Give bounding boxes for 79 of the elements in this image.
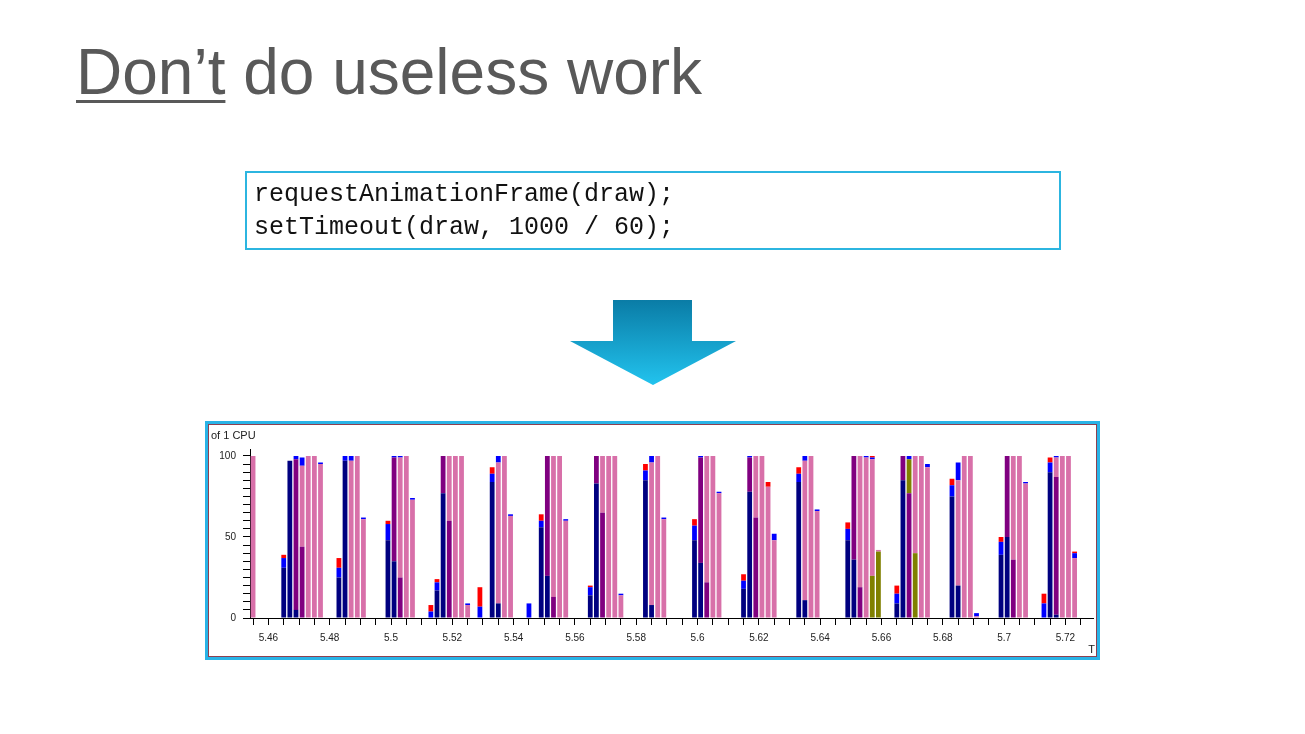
bar xyxy=(544,455,550,576)
bar xyxy=(1004,536,1010,618)
bar xyxy=(587,587,593,596)
bar xyxy=(299,546,305,618)
bar xyxy=(894,593,900,604)
x-tick-label: 5.56 xyxy=(565,631,586,643)
bar xyxy=(741,580,746,589)
bar xyxy=(894,585,900,594)
chart-title: Don’t do useless work xyxy=(76,36,703,108)
bar xyxy=(489,467,495,474)
bar xyxy=(489,473,495,482)
x-tick-label: 5.64 xyxy=(810,631,831,643)
bar xyxy=(594,455,599,484)
bar xyxy=(348,455,354,461)
bar xyxy=(428,611,434,618)
x-tick-label: 5.7 xyxy=(997,631,1012,643)
x-tick-label: 5.46 xyxy=(258,631,279,643)
bar xyxy=(698,457,704,563)
bar xyxy=(692,525,697,541)
bar xyxy=(440,455,446,494)
x-tick-label: 5.48 xyxy=(319,631,340,643)
bar xyxy=(692,519,697,526)
bar xyxy=(1053,477,1059,615)
bar xyxy=(446,520,452,618)
bar xyxy=(643,470,648,481)
y-tick-label: 0 xyxy=(230,611,237,623)
bar xyxy=(538,520,544,528)
bar xyxy=(753,517,759,618)
bar xyxy=(495,455,501,463)
x-tick-label: 5.62 xyxy=(749,631,770,643)
bar xyxy=(440,493,446,618)
bar xyxy=(1010,559,1016,618)
x-tick-label: 5.5 xyxy=(384,631,399,643)
bar xyxy=(281,558,287,568)
bar xyxy=(753,455,759,518)
x-axis-title: T xyxy=(1088,643,1096,656)
bar xyxy=(600,512,605,618)
bar xyxy=(428,605,434,612)
bar xyxy=(845,528,851,541)
bar xyxy=(281,554,287,559)
bar xyxy=(845,540,851,618)
bar xyxy=(912,553,918,618)
bar xyxy=(802,460,808,601)
bar xyxy=(771,533,777,541)
y-tick-label: 50 xyxy=(224,530,237,542)
bar xyxy=(643,464,648,471)
y-axis-title: of 1 CPU xyxy=(211,429,256,442)
x-tick-label: 5.66 xyxy=(871,631,892,643)
bar xyxy=(1072,553,1077,559)
x-tick-label: 5.58 xyxy=(626,631,647,643)
bar xyxy=(1004,455,1010,537)
x-tick-label: 5.6 xyxy=(690,631,705,643)
code-box: requestAnimationFrame(draw); setTimeout(draw, 1000 / 60); xyxy=(245,171,1061,250)
bar xyxy=(526,603,532,618)
bar xyxy=(955,462,961,481)
x-tick-label: 5.52 xyxy=(442,631,463,643)
bar xyxy=(299,457,305,466)
x-tick-label: 5.54 xyxy=(503,631,524,643)
bar xyxy=(1053,614,1059,618)
y-tick-label: 100 xyxy=(219,449,237,461)
bar xyxy=(771,540,777,618)
bar xyxy=(538,514,544,521)
x-tick-label: 5.68 xyxy=(933,631,953,643)
bar xyxy=(802,455,808,461)
bar xyxy=(1041,603,1047,618)
bar xyxy=(551,596,556,618)
bar xyxy=(894,603,900,618)
bar xyxy=(845,522,851,529)
bar xyxy=(796,467,802,474)
bar xyxy=(925,464,930,468)
x-tick-label: 5.72 xyxy=(1055,631,1076,643)
bar xyxy=(649,455,654,463)
bar xyxy=(741,574,746,581)
bar xyxy=(796,473,802,482)
bar xyxy=(814,511,820,618)
bar xyxy=(397,577,403,618)
bar xyxy=(704,582,710,618)
bar xyxy=(955,585,961,618)
bar xyxy=(747,457,753,492)
